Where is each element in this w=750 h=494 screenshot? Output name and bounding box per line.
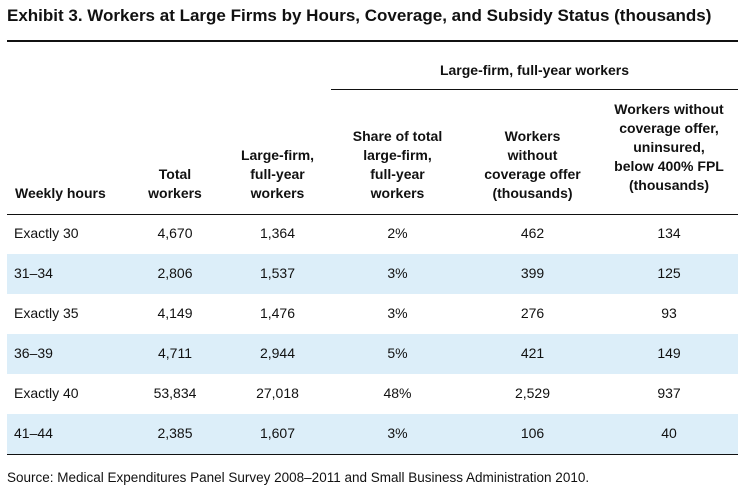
uninsured-cell: 40 <box>661 425 677 441</box>
row-label: 41–44 <box>14 425 53 441</box>
without-offer-cell: 106 <box>520 425 545 441</box>
large-firm-cell: 1,476 <box>259 305 296 321</box>
table-row: Exactly 30 4,670 1,364 2% 462 134 <box>7 214 738 254</box>
share-cell: 5% <box>387 345 408 361</box>
table-row: 31–34 2,806 1,537 3% 399 125 <box>7 254 738 294</box>
col-header-without-offer: Workers without coverage offer (thousand… <box>470 127 595 203</box>
table-row: 41–44 2,385 1,607 3% 106 40 <box>7 414 738 454</box>
col-header-line: (thousands) <box>492 185 573 201</box>
share-cell: 3% <box>387 265 408 281</box>
col-header-line: Share of total <box>352 128 443 144</box>
col-header-line: uninsured, <box>633 139 705 155</box>
col-header-line: coverage offer, <box>619 120 719 136</box>
uninsured-cell: 125 <box>657 265 681 281</box>
col-header-line: workers <box>370 185 425 201</box>
col-header-large-firm: Large-firm, full-year workers <box>225 146 330 203</box>
uninsured-cell: 134 <box>657 225 681 241</box>
col-header-line: coverage offer <box>484 166 581 182</box>
large-firm-cell: 1,364 <box>259 225 296 241</box>
total-workers-cell: 4,149 <box>157 305 193 321</box>
table-row: Exactly 35 4,149 1,476 3% 276 93 <box>7 294 738 334</box>
exhibit-title: Exhibit 3. Workers at Large Firms by Hou… <box>7 6 712 25</box>
row-label: Exactly 40 <box>14 385 79 401</box>
share-cell: 2% <box>387 225 408 241</box>
col-header-line: full-year <box>250 166 305 182</box>
table-row: Exactly 40 53,834 27,018 48% 2,529 937 <box>7 374 738 414</box>
row-label: 31–34 <box>14 265 53 281</box>
col-header-line: (thousands) <box>628 177 710 193</box>
col-header-line: Workers without <box>614 101 724 117</box>
total-workers-cell: 4,711 <box>158 345 192 361</box>
large-firm-cell: 27,018 <box>256 385 299 401</box>
without-offer-cell: 276 <box>520 305 545 321</box>
without-offer-cell: 462 <box>520 225 545 241</box>
total-workers-cell: 2,385 <box>157 425 193 441</box>
header-bottom-rule <box>7 214 738 215</box>
uninsured-cell: 937 <box>657 385 681 401</box>
total-workers-cell: 53,834 <box>153 385 197 401</box>
col-header-weekly-hours: Weekly hours <box>15 185 106 201</box>
table-row: 36–39 4,711 2,944 5% 421 149 <box>7 334 738 374</box>
row-label: Exactly 35 <box>14 305 79 321</box>
without-offer-cell: 421 <box>520 345 545 361</box>
without-offer-cell: 399 <box>520 265 545 281</box>
share-cell: 3% <box>387 425 408 441</box>
large-firm-cell: 1,607 <box>259 425 296 441</box>
col-header-line: large-firm, <box>363 147 432 163</box>
col-header-line: Large-firm, <box>240 147 315 163</box>
row-label: 36–39 <box>14 345 53 361</box>
col-header-line: below 400% FPL <box>614 158 724 174</box>
col-header-share: Share of total large-firm, full-year wor… <box>335 127 460 203</box>
bottom-rule <box>7 454 738 455</box>
large-firm-cell: 1,537 <box>259 265 296 281</box>
large-firm-cell: 2,944 <box>259 345 296 361</box>
col-header-line: Total <box>158 166 192 182</box>
share-cell: 48% <box>383 385 412 401</box>
col-header-uninsured: Workers without coverage offer, uninsure… <box>600 100 738 195</box>
uninsured-cell: 149 <box>657 345 681 361</box>
without-offer-cell: 2,529 <box>514 385 551 401</box>
col-header-total-workers: Total workers <box>140 165 210 203</box>
share-cell: 3% <box>387 305 408 321</box>
col-header-line: Workers <box>504 128 561 144</box>
col-header-line: workers <box>148 185 202 201</box>
group-header: Large-firm, full-year workers <box>439 62 630 78</box>
group-rule <box>331 89 738 90</box>
uninsured-cell: 93 <box>661 305 677 321</box>
total-workers-cell: 2,806 <box>157 265 193 281</box>
top-rule <box>7 40 738 42</box>
source-note: Source: Medical Expenditures Panel Surve… <box>7 470 590 485</box>
col-header-line: full-year <box>370 166 425 182</box>
row-label: Exactly 30 <box>14 225 79 241</box>
col-header-line: without <box>507 147 558 163</box>
col-header-line: workers <box>250 185 305 201</box>
total-workers-cell: 4,670 <box>157 225 193 241</box>
